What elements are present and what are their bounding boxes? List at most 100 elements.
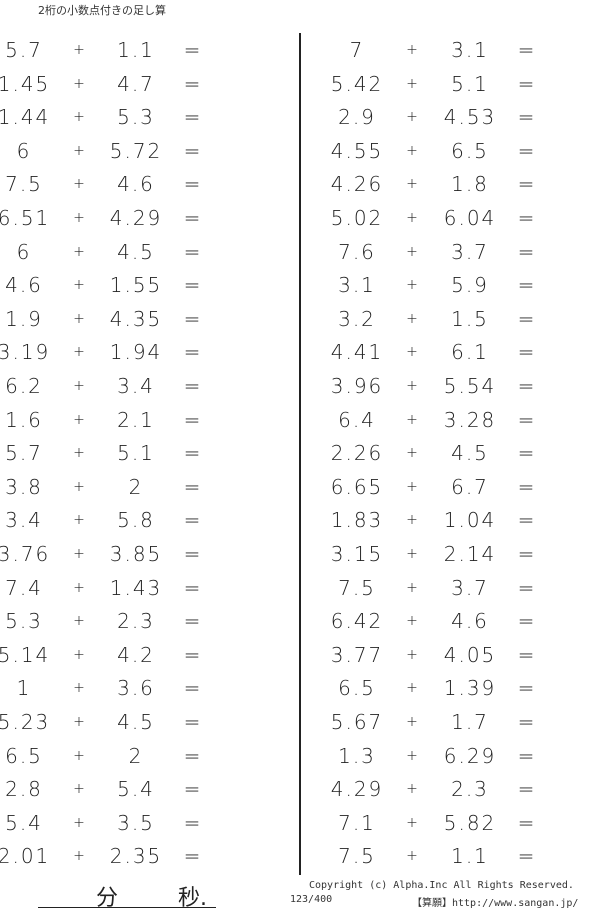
first-operand: 4.6 xyxy=(5,273,43,298)
equals-sign: = xyxy=(183,777,203,802)
equals-sign: = xyxy=(183,676,203,701)
first-operand: 6.42 xyxy=(330,609,384,634)
seconds-label: 秒. xyxy=(178,886,207,911)
equals-sign: = xyxy=(183,172,203,197)
first-operand: 3.76 xyxy=(0,542,51,566)
plus-sign: + xyxy=(73,378,87,394)
first-operand: 6.5 xyxy=(338,676,376,701)
plus-sign: + xyxy=(73,176,87,193)
equals-sign: = xyxy=(517,138,537,163)
problem-row: 5.67 +1.7 = xyxy=(0,707,600,737)
plus-sign: + xyxy=(73,478,87,495)
second-operand: 4.35 xyxy=(109,306,163,331)
equals-sign: = xyxy=(517,71,537,96)
plus-sign: + xyxy=(406,445,420,462)
second-operand: 2.3 xyxy=(117,609,155,634)
second-operand: 4.2 xyxy=(117,642,155,667)
problem-row: 5.4 +3.5 = xyxy=(0,808,600,838)
second-operand: 4.6 xyxy=(117,172,155,197)
first-operand: 7.5 xyxy=(5,172,43,197)
first-operand: 3.19 xyxy=(0,340,51,365)
plus-sign: + xyxy=(73,814,87,831)
problem-row: 3.76 +3.85 = xyxy=(0,539,600,569)
second-operand: 5.1 xyxy=(451,71,489,96)
problem-row: 2.26 +4.5 = xyxy=(0,438,600,468)
second-operand: 1.39 xyxy=(443,676,497,701)
equals-sign: = xyxy=(517,374,537,398)
first-operand: 5.23 xyxy=(0,710,51,734)
problem-row: 5.3 +2.3 = xyxy=(0,606,600,636)
second-operand: 1.7 xyxy=(451,710,489,734)
equals-sign: = xyxy=(183,743,203,768)
problem-row: 4.26 +1.8 = xyxy=(0,169,600,199)
problem-row: 6.51 +4.29 = xyxy=(0,203,600,233)
second-operand: 2 xyxy=(128,474,144,499)
plus-sign: + xyxy=(406,579,420,596)
equals-sign: = xyxy=(517,642,537,667)
equals-sign: = xyxy=(517,239,537,264)
first-operand: 3.1 xyxy=(338,273,376,298)
equals-sign: = xyxy=(183,542,203,566)
plus-sign: + xyxy=(73,344,87,361)
equals-sign: = xyxy=(517,810,537,835)
plus-sign: + xyxy=(406,714,420,730)
equals-sign: = xyxy=(183,844,203,869)
second-operand: 2.35 xyxy=(109,844,163,869)
first-operand: 7.6 xyxy=(338,239,376,264)
equals-sign: = xyxy=(183,441,203,466)
first-operand: 3.4 xyxy=(5,508,43,533)
second-operand: 2 xyxy=(128,743,144,768)
first-operand: 4.26 xyxy=(330,172,384,197)
first-operand: 7.5 xyxy=(338,844,376,869)
equals-sign: = xyxy=(517,508,537,533)
plus-sign: + xyxy=(406,747,420,764)
problem-row: 7.4 +1.43 = xyxy=(0,573,600,603)
first-operand: 6 xyxy=(16,138,32,163)
second-operand: 1.94 xyxy=(109,340,163,365)
column-divider xyxy=(299,33,301,875)
problem-row: 7.5 +4.6 = xyxy=(0,169,600,199)
plus-sign: + xyxy=(73,714,87,730)
plus-sign: + xyxy=(406,646,420,663)
problem-row: 2.01 +2.35 = xyxy=(0,841,600,871)
equals-sign: = xyxy=(183,609,203,634)
first-operand: 6.4 xyxy=(338,407,376,432)
equals-sign: = xyxy=(183,642,203,667)
problem-row: 1.44 +5.3 = xyxy=(0,102,600,132)
second-operand: 1.43 xyxy=(109,575,163,600)
equals-sign: = xyxy=(517,743,537,768)
problem-row: 5.7 +1.1 = xyxy=(0,35,600,65)
first-operand: 6.5 xyxy=(5,743,43,768)
site-link[interactable]: 【算願】http://www.sangan.jp/ xyxy=(412,898,579,909)
problem-row: 5.23 +4.5 = xyxy=(0,707,600,737)
plus-sign: + xyxy=(406,344,420,361)
first-operand: 4.41 xyxy=(330,340,384,365)
equals-sign: = xyxy=(517,710,537,734)
plus-sign: + xyxy=(406,378,420,394)
equals-sign: = xyxy=(517,542,537,566)
plus-sign: + xyxy=(406,411,420,428)
problem-row: 6.65 +6.7 = xyxy=(0,472,600,502)
first-operand: 2.01 xyxy=(0,844,51,869)
first-operand: 2.26 xyxy=(330,441,384,466)
first-operand: 4.29 xyxy=(330,777,384,802)
plus-sign: + xyxy=(73,680,87,697)
second-operand: 5.72 xyxy=(109,138,163,163)
problem-row: 7.5 +3.7 = xyxy=(0,573,600,603)
plus-sign: + xyxy=(73,445,87,462)
problem-row: 1 +3.6 = xyxy=(0,673,600,703)
second-operand: 6.5 xyxy=(451,138,489,163)
plus-sign: + xyxy=(73,42,87,58)
equals-sign: = xyxy=(183,340,203,365)
plus-sign: + xyxy=(406,243,420,260)
first-operand: 2.9 xyxy=(338,105,376,130)
equals-sign: = xyxy=(183,810,203,835)
second-operand: 1.8 xyxy=(451,172,489,197)
plus-sign: + xyxy=(73,277,87,294)
equals-sign: = xyxy=(517,172,537,197)
second-operand: 1.1 xyxy=(451,844,489,869)
second-operand: 5.1 xyxy=(117,441,155,466)
problem-row: 2.9 +4.53 = xyxy=(0,102,600,132)
equals-sign: = xyxy=(517,38,537,62)
problem-row: 6.5 +1.39 = xyxy=(0,673,600,703)
